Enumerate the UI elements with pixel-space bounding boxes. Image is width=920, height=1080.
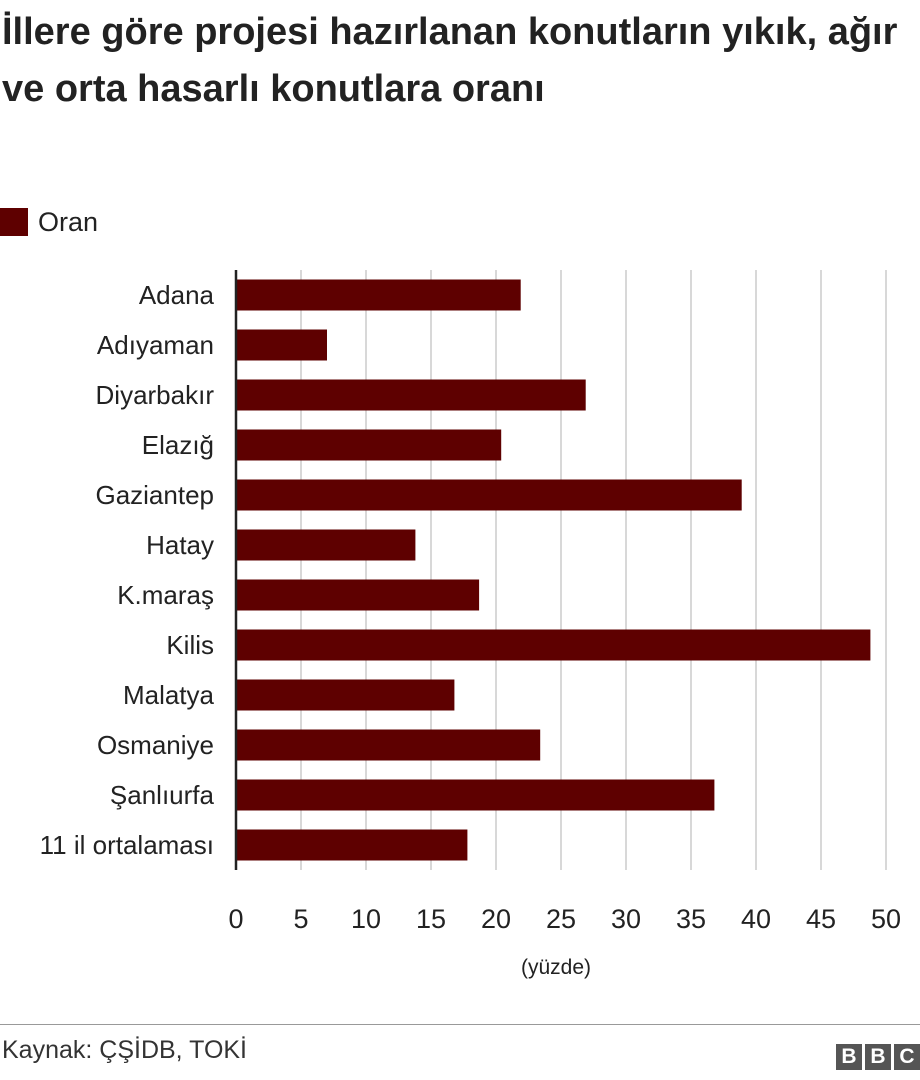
logo-letter: B [836, 1044, 862, 1070]
bar [236, 629, 871, 661]
bar [236, 729, 541, 761]
category-label: Kilis [166, 630, 214, 660]
category-label: Elazığ [142, 430, 214, 460]
x-tick-label: 40 [741, 904, 771, 934]
bar [236, 379, 586, 411]
x-tick-label: 0 [228, 904, 243, 934]
bar [236, 429, 502, 461]
x-tick-label: 50 [871, 904, 901, 934]
x-axis-label: (yüzde) [521, 956, 591, 979]
bar [236, 779, 715, 811]
x-tick-label: 25 [546, 904, 576, 934]
x-tick-label: 35 [676, 904, 706, 934]
bar [236, 479, 742, 511]
category-label: 11 il ortalaması [40, 830, 214, 860]
legend: Oran [0, 206, 98, 238]
legend-swatch [0, 208, 28, 236]
category-label: Hatay [146, 530, 214, 560]
logo-letter: B [865, 1044, 891, 1070]
source-note: Kaynak: ÇŞİDB, TOKİ [2, 1036, 248, 1064]
category-label: Adana [139, 280, 215, 310]
bar [236, 829, 468, 861]
category-label: Adıyaman [97, 330, 214, 360]
bar [236, 279, 521, 311]
x-tick-labels: 0 5 10 15 20 25 30 35 40 45 50 [228, 904, 901, 934]
category-label: Şanlıurfa [110, 780, 215, 810]
legend-label: Oran [38, 206, 99, 237]
x-tick-label: 10 [351, 904, 381, 934]
x-tick-label: 20 [481, 904, 511, 934]
chart-title: İllere göre projesi hazırlanan konutları… [2, 11, 898, 110]
bars [236, 279, 871, 861]
x-tick-label: 15 [416, 904, 446, 934]
logo-letter: C [894, 1044, 920, 1070]
category-label: Gaziantep [95, 480, 214, 510]
bar [236, 329, 327, 361]
category-labels: Adana Adıyaman Diyarbakır Elazığ Gaziantep Ha… [40, 280, 215, 860]
category-label: Diyarbakır [96, 380, 215, 410]
x-tick-label: 5 [293, 904, 308, 934]
bar [236, 579, 480, 611]
x-tick-label: 30 [611, 904, 641, 934]
x-tick-label: 45 [806, 904, 836, 934]
bar-chart: Adana Adıyaman Diyarbakır Elazığ Gaziantep Ha… [40, 270, 901, 979]
category-label: Malatya [123, 680, 215, 710]
bbc-logo: B B C [836, 1044, 920, 1070]
gridlines [300, 270, 887, 870]
category-label: K.maraş [117, 580, 214, 610]
footer-divider [0, 1024, 920, 1025]
bar [236, 529, 416, 561]
category-label: Osmaniye [97, 730, 214, 760]
bar [236, 679, 455, 711]
